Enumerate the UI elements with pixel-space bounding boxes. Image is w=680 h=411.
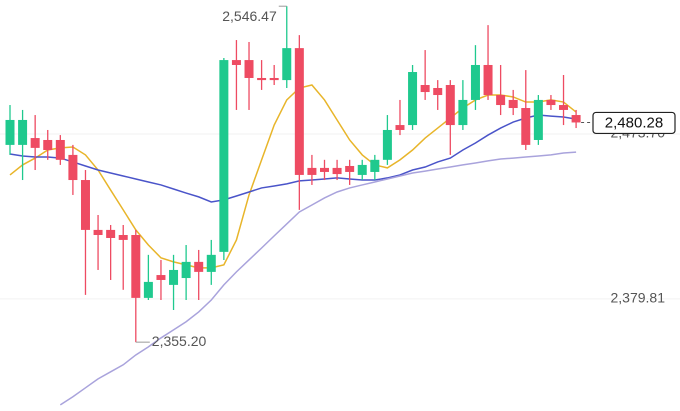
candle-body [496, 95, 506, 106]
candle-body [93, 229, 103, 236]
moving-average-line [9, 84, 577, 269]
candle-body [80, 180, 90, 230]
candle-body [420, 85, 430, 93]
high-label: 2,546.47 [222, 8, 277, 24]
candle-body [55, 139, 65, 160]
candle-body [244, 60, 254, 78]
candle-body [445, 85, 455, 126]
candle-body [533, 99, 543, 140]
candle-body [257, 77, 267, 81]
candle-body [206, 254, 216, 272]
candle-body [219, 60, 229, 252]
candle-body [131, 235, 141, 298]
candle-body [181, 261, 191, 279]
candle-body [357, 164, 367, 175]
candle-body [5, 119, 15, 145]
candle-body [345, 165, 355, 172]
candle-body [307, 167, 317, 175]
candle-body [30, 138, 40, 148]
candle-body [294, 48, 304, 175]
y-tick-label: 2,379.81 [611, 290, 666, 306]
last-price-label: 2,480.28 [605, 114, 663, 131]
candle-body [382, 129, 392, 160]
candle-body [282, 48, 292, 81]
candle-body [458, 99, 468, 126]
candle-body [408, 72, 418, 126]
candle-body [332, 167, 342, 175]
candle-body [508, 99, 518, 109]
candle-body [269, 77, 279, 81]
candle-body [521, 108, 531, 145]
candle-body [370, 159, 380, 172]
candle-body [156, 275, 166, 280]
candle-body [571, 115, 581, 123]
candle-body [433, 87, 443, 96]
moving-average-line [59, 151, 577, 406]
candle-body [231, 60, 241, 65]
candle-body [118, 235, 128, 240]
candle-body [470, 64, 480, 100]
low-label: 2,355.20 [152, 333, 207, 349]
candle-body [559, 105, 569, 110]
candle-body [143, 281, 153, 298]
candle-body [483, 64, 493, 96]
candle-body [169, 269, 179, 285]
candle-body [68, 154, 78, 181]
candle-body [106, 229, 116, 238]
candle-body [395, 125, 405, 130]
candle-body [320, 167, 329, 172]
candle-body [18, 119, 28, 145]
candle-body [546, 99, 556, 106]
candle-body [194, 261, 204, 272]
candle-body [43, 139, 53, 150]
last-price-box [592, 111, 676, 135]
moving-average-line [9, 114, 577, 203]
